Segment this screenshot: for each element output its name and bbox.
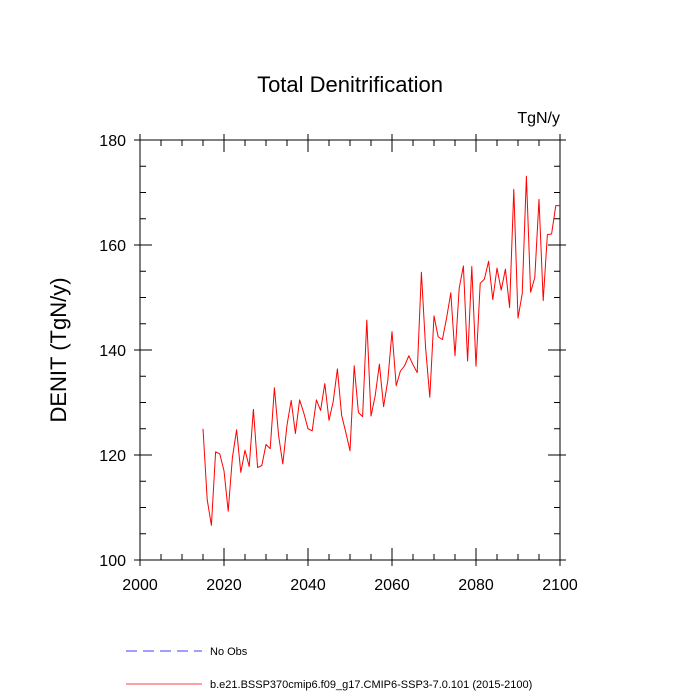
y-tick-label: 100 — [99, 553, 126, 570]
series-layer — [202, 175, 560, 526]
y-axis-label: DENIT (TgN/y) — [46, 277, 71, 422]
x-tick-label: 2000 — [122, 577, 158, 594]
y-tick-labels: 100 120 140 160 180 — [99, 133, 126, 570]
series-line-0 — [202, 175, 560, 526]
x-tick-label: 2100 — [542, 577, 578, 594]
legend-label-no-obs: No Obs — [210, 646, 248, 658]
units-label: TgN/y — [517, 110, 560, 127]
plot-frame — [139, 139, 561, 561]
x-tick-label: 2060 — [374, 577, 410, 594]
y-tick-label: 140 — [99, 343, 126, 360]
chart-title: Total Denitrification — [257, 72, 443, 97]
legend-label-model-run: b.e21.BSSP370cmip6.f09_g17.CMIP6-SSP3-7.… — [210, 679, 532, 691]
axis-ticks — [134, 134, 566, 566]
x-tick-label: 2040 — [290, 577, 326, 594]
x-tick-labels: 2000 2020 2040 2060 2080 2100 — [122, 577, 578, 594]
x-tick-label: 2020 — [206, 577, 242, 594]
y-tick-label: 180 — [99, 133, 126, 150]
legend: No Obs b.e21.BSSP370cmip6.f09_g17.CMIP6-… — [126, 646, 532, 691]
y-tick-label: 120 — [99, 448, 126, 465]
x-tick-label: 2080 — [458, 577, 494, 594]
y-tick-label: 160 — [99, 238, 126, 255]
